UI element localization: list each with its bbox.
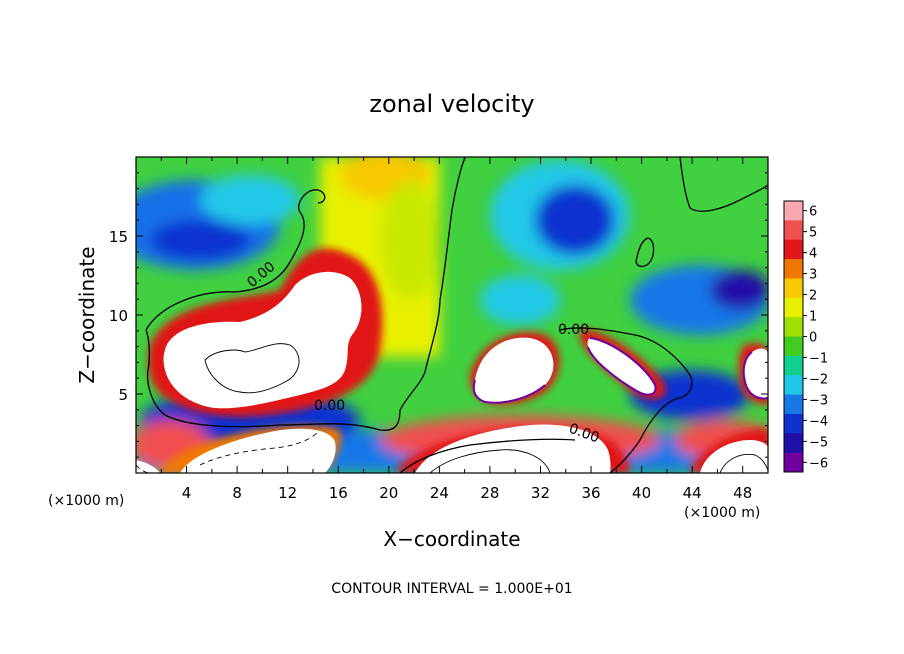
colorbar-swatch (784, 413, 803, 434)
contour-label: 0.00 (558, 322, 589, 338)
colorbar-label: −1 (809, 351, 828, 366)
x-tick-label: 28 (480, 484, 499, 502)
x-tick-label: 16 (329, 484, 348, 502)
x-tick-label: 44 (683, 484, 702, 502)
colorbar-label: 3 (809, 268, 817, 283)
colorbar-swatch (784, 433, 803, 454)
colorbar-label: 1 (809, 310, 817, 325)
x-tick-label: 48 (733, 484, 752, 502)
colorbar-swatch (784, 278, 803, 299)
x-tick-label: 12 (278, 484, 297, 502)
colorbar-swatch (784, 220, 803, 241)
colorbar-swatch (784, 201, 803, 221)
colorbar-swatch (784, 355, 803, 376)
colorbar-label: 6 (809, 205, 817, 220)
colorbar-swatch (784, 259, 803, 279)
y-tick-label: 10 (109, 307, 128, 325)
colorbar-label: −4 (809, 414, 828, 429)
contour-interval-note: CONTOUR INTERVAL = 1.000E+01 (331, 581, 572, 597)
x-tick-label: 8 (232, 484, 242, 502)
y-axis-unit: (×1000 m) (48, 493, 124, 509)
colorbar-label: 2 (809, 289, 817, 304)
plot-area: 0.00 0.00 0.00 0.00 (136, 157, 768, 473)
y-tick-label: 15 (109, 228, 128, 246)
y-axis-label: Z−coordinate (75, 246, 99, 383)
colorbar-swatch (784, 452, 803, 473)
x-tick-label: 36 (581, 484, 600, 502)
colorbar-swatch (784, 317, 803, 337)
colorbar-label: 0 (809, 331, 817, 346)
colorbar-label: −3 (809, 393, 828, 408)
colorbar-swatch (784, 297, 803, 318)
chart-title: zonal velocity (369, 90, 534, 118)
colorbar-swatch (784, 239, 803, 260)
colorbar-swatch (784, 336, 803, 357)
x-axis-label: X−coordinate (383, 527, 520, 551)
x-tick-label: 24 (430, 484, 449, 502)
colorbar-swatch (784, 394, 803, 415)
colorbar: 6 5 4 3 2 1 0 −1 −2 −3 −4 −5 −6 (783, 200, 828, 473)
contour-label: 0.00 (314, 398, 345, 414)
x-tick-label: 20 (379, 484, 398, 502)
x-tick-label: 4 (182, 484, 192, 502)
x-axis-unit: (×1000 m) (684, 505, 760, 521)
y-axis: 5 10 15 (109, 172, 768, 458)
colorbar-label: −5 (809, 435, 828, 450)
x-tick-label: 32 (531, 484, 550, 502)
colorbar-label: 5 (809, 226, 817, 241)
colorbar-swatch (784, 375, 803, 396)
x-axis: 4 8 12 16 20 24 28 32 36 40 44 48 (160, 157, 752, 502)
colorbar-label: −6 (809, 456, 828, 471)
colorbar-label: 4 (809, 247, 817, 262)
colorbar-label: −2 (809, 372, 828, 387)
x-tick-label: 40 (632, 484, 651, 502)
y-tick-label: 5 (118, 386, 128, 404)
